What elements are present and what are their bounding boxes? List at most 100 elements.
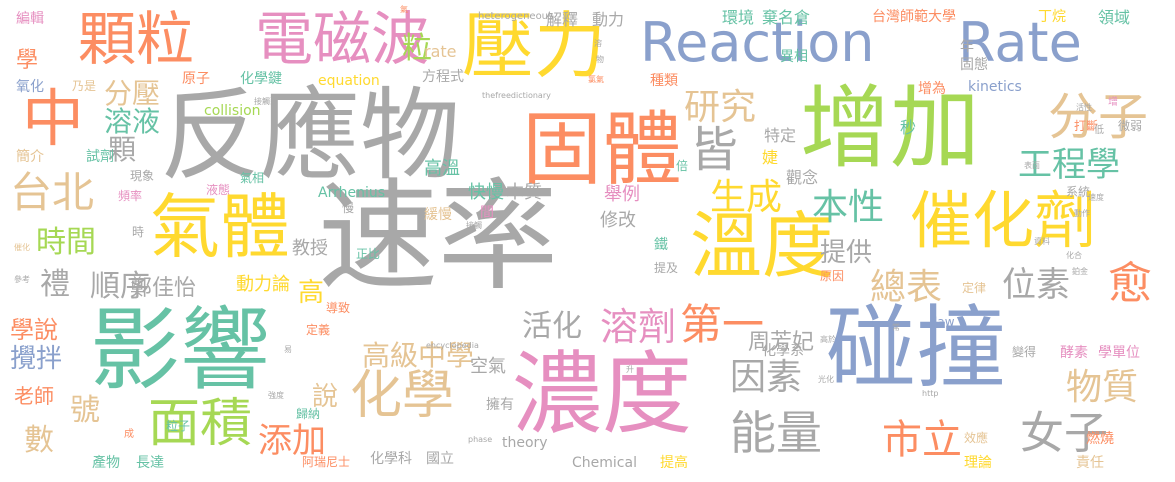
word: 光化: [818, 375, 834, 384]
word: 速率: [318, 168, 558, 307]
word: 中: [22, 82, 85, 155]
word: 鐵: [654, 237, 668, 253]
word: 鉑金: [1072, 267, 1088, 276]
word: 強度: [268, 391, 284, 400]
word: 提高: [660, 455, 688, 471]
word: 液態: [206, 183, 231, 197]
word: 活化: [522, 309, 582, 344]
word: 國立: [426, 451, 454, 467]
word: 增: [1108, 97, 1118, 108]
word: 責任: [1076, 455, 1104, 471]
word: 化學鍵: [240, 71, 282, 87]
word: phase: [468, 435, 493, 444]
word: 攪拌: [10, 344, 63, 374]
word: 常: [892, 323, 900, 332]
word: 周芳妃: [748, 330, 815, 355]
word: 濃度: [512, 342, 692, 447]
word: 化學系: [762, 343, 804, 359]
word: 固體: [522, 103, 682, 196]
word: 皆: [690, 122, 739, 178]
word: 定律: [962, 281, 987, 295]
word: 編輯: [16, 11, 44, 27]
word: 原因: [820, 269, 845, 283]
word: 反應物: [160, 77, 460, 194]
word: 特定: [764, 126, 797, 145]
word: 第一: [680, 300, 765, 349]
word: 打斷: [1074, 119, 1099, 133]
word: 丁烷: [1038, 9, 1066, 25]
word: 間: [480, 205, 494, 221]
word: 化學: [350, 366, 455, 426]
word: 順序: [90, 269, 150, 304]
word: 活性: [1076, 103, 1092, 112]
word: 試劑: [86, 149, 114, 165]
word: 動力論: [236, 274, 290, 295]
word: 氣: [400, 5, 408, 14]
word: 擁有: [486, 397, 514, 413]
word: heterogeneous: [478, 11, 554, 22]
word: 粒: [402, 31, 432, 66]
word: 台灣師範大學: [872, 9, 956, 25]
word: 顆粒: [78, 5, 195, 73]
word: 異相: [780, 49, 808, 65]
word: 學說: [10, 316, 58, 344]
word: 種類: [650, 73, 678, 89]
word: 提及: [654, 261, 679, 275]
word: 台北: [10, 168, 95, 217]
word: 高溫: [424, 158, 460, 179]
word: 長達: [136, 455, 164, 471]
word: 簡介: [16, 149, 44, 165]
word: theory: [502, 435, 548, 451]
word: 影響: [90, 298, 270, 403]
word: 催化: [14, 243, 30, 252]
word: 方程式: [422, 69, 464, 85]
word: 物: [596, 55, 604, 64]
word: 阿瑞尼士: [302, 455, 351, 469]
word: 微弱: [1118, 119, 1143, 133]
word: 數: [24, 423, 54, 458]
word: 市立: [882, 417, 962, 463]
word: 低: [1094, 125, 1104, 136]
word: 環境: [722, 8, 755, 27]
word: 產物: [92, 455, 120, 471]
word: 添加: [258, 421, 326, 461]
word: law: [934, 315, 955, 329]
word: 分壓: [104, 77, 161, 110]
word: 成: [124, 429, 134, 440]
word: 時間: [36, 225, 96, 260]
word: 快慢: [468, 182, 504, 203]
word: 修改: [600, 210, 636, 231]
word: Arrhenius: [318, 185, 386, 201]
word: 升: [626, 365, 634, 374]
word: 增加: [800, 76, 980, 181]
word: 高於: [820, 335, 836, 344]
word: 理論: [964, 455, 992, 471]
word: 溶液: [104, 105, 161, 138]
word: 因素: [730, 357, 803, 398]
word: 空氣: [470, 356, 506, 377]
word: 原子: [182, 71, 210, 87]
word: 老師: [14, 384, 54, 408]
word: rate: [424, 42, 457, 61]
word: 高: [298, 278, 325, 308]
word: 解釋: [546, 10, 579, 29]
word: 變得: [1012, 345, 1037, 359]
word: thefreedictionary: [482, 91, 551, 100]
word: 溶劑: [600, 305, 677, 349]
word: 導致: [326, 301, 351, 315]
word: 粒子: [166, 419, 191, 433]
word: 頻率: [118, 189, 143, 203]
word: 提供: [820, 238, 873, 268]
word: 教授: [292, 238, 328, 259]
word: 觀念: [786, 168, 819, 187]
word: 現象: [130, 169, 155, 183]
word: 研究: [684, 87, 757, 128]
word: encyclopedia: [426, 341, 479, 350]
word: 愈: [1108, 258, 1152, 309]
word: 鄭佳怡: [130, 276, 197, 301]
word: 系統: [1066, 185, 1091, 199]
word: 物質: [1066, 367, 1139, 408]
word: 禮: [40, 267, 70, 302]
word: 乃是: [72, 79, 97, 93]
